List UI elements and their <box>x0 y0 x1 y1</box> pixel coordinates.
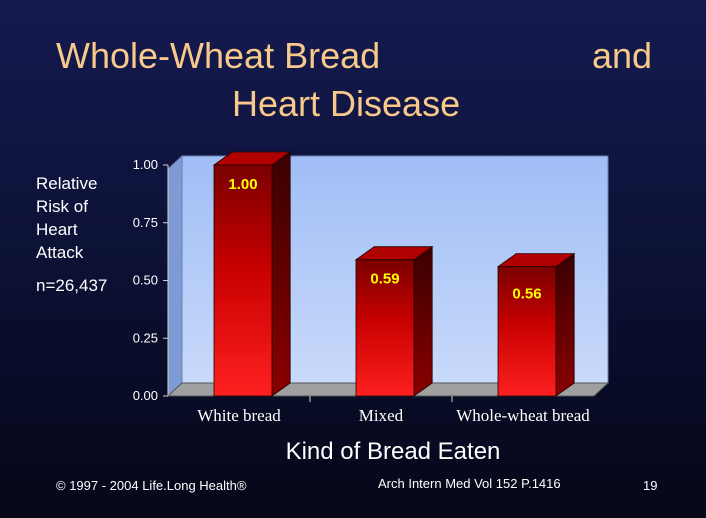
data-label: 0.56 <box>512 286 541 303</box>
x-tick-label: Mixed <box>359 406 404 425</box>
bar-front <box>497 266 557 397</box>
sample-size-label: n=26,437 <box>36 276 108 295</box>
title-line-1: Whole-Wheat Bread <box>56 35 381 76</box>
title-and: and <box>592 35 653 76</box>
copyright-text: © 1997 - 2004 Life.Long Health® <box>56 478 247 493</box>
y-tick-label: 0.25 <box>133 330 158 345</box>
y-tick-label: 0.00 <box>133 388 158 403</box>
plot-side-wall <box>167 154 183 398</box>
data-label: 0.59 <box>370 271 399 288</box>
bar-side <box>413 245 433 397</box>
y-tick-label: 1.00 <box>133 157 158 172</box>
y-axis-label: Relative Risk of Heart Attack <box>36 174 98 262</box>
bar-1 <box>212 151 292 397</box>
bar-front <box>213 164 273 397</box>
page-number: 19 <box>643 478 658 493</box>
y-tick-label: 0.50 <box>133 273 158 288</box>
y-tick-label: 0.75 <box>133 215 158 230</box>
title-line-2: Heart Disease <box>232 83 461 124</box>
x-tick-label: White bread <box>197 406 281 425</box>
citation-text: Arch Intern Med Vol 152 P.1416 <box>378 476 561 491</box>
bar-side <box>271 151 291 397</box>
x-tick-label: Whole-wheat bread <box>456 406 590 425</box>
bar-3 <box>496 252 576 397</box>
x-axis-title: Kind of Bread Eaten <box>285 438 501 465</box>
data-label: 1.00 <box>228 176 257 193</box>
bar-2 <box>354 245 434 397</box>
bar-front <box>355 259 415 397</box>
bar-side <box>555 252 575 397</box>
